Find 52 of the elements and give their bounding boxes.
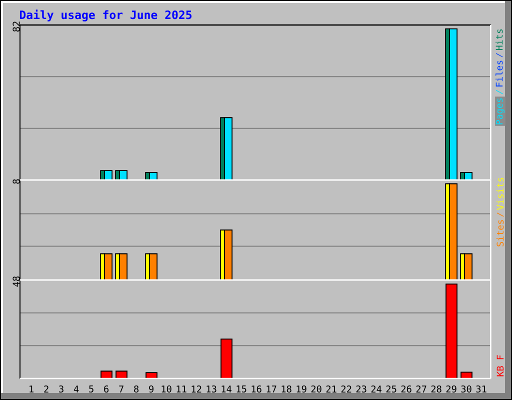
bar: [224, 117, 232, 180]
x-tick-label: 13: [206, 385, 216, 393]
x-tick-label: 31: [476, 385, 486, 393]
x-tick-label: 17: [266, 386, 276, 392]
bar: [119, 170, 128, 180]
text: KB F: [496, 355, 504, 376]
x-tick-label: 1: [30, 386, 34, 392]
x-tick-label: 10: [162, 385, 172, 393]
legend-label: Sites: [496, 220, 504, 246]
x-tick-label: 26: [401, 385, 412, 393]
bar: [446, 284, 458, 379]
x-tick-label: 16: [252, 385, 262, 393]
bar: [449, 28, 458, 180]
x-tick-label: 14: [222, 386, 232, 392]
x-tick-label: 8: [134, 385, 139, 393]
y-tick-label: 82: [12, 22, 20, 32]
y-tick-label: 8: [12, 179, 20, 184]
x-tick-label: 12: [192, 386, 202, 392]
x-tick-label: 30: [461, 385, 472, 393]
bar: [149, 172, 158, 180]
bar: [464, 172, 473, 180]
x-tick-label: 19: [296, 385, 306, 393]
x-tick-label: 23: [356, 385, 366, 393]
bar: [116, 370, 128, 379]
x-tick-label: 25: [386, 385, 396, 393]
x-tick-label: 24: [371, 386, 382, 392]
bar: [220, 338, 232, 379]
text: Hits: [496, 29, 503, 50]
x-tick-label: 9: [149, 385, 154, 393]
x-tick-label: 21: [326, 386, 336, 392]
x-tick-label: 29: [446, 385, 456, 393]
y-tick-label: 48: [12, 276, 20, 287]
bar: [460, 372, 472, 379]
bar: [100, 370, 112, 379]
bar: [104, 170, 112, 180]
x-tick-label: 5: [89, 386, 94, 392]
x-tick-label: 22: [341, 386, 352, 392]
x-tick-label: 4: [74, 386, 79, 392]
x-tick-label: 27: [416, 386, 426, 392]
x-tick-label: 18: [282, 385, 292, 393]
x-tick-label: 15: [236, 386, 246, 392]
x-tick-label: 28: [431, 385, 442, 393]
legend-label: Files: [496, 60, 503, 86]
chart-title: Daily usage for June 2025: [20, 10, 192, 22]
x-tick-label: 2: [44, 386, 48, 392]
legend-label: Pages: [496, 98, 505, 124]
x-tick-label: 7: [119, 386, 124, 392]
text: Visits: [496, 178, 504, 210]
x-tick-label: 20: [311, 385, 322, 393]
x-tick-label: 6: [104, 385, 109, 393]
x-tick-label: 3: [59, 385, 64, 393]
x-tick-label: 11: [176, 386, 186, 392]
